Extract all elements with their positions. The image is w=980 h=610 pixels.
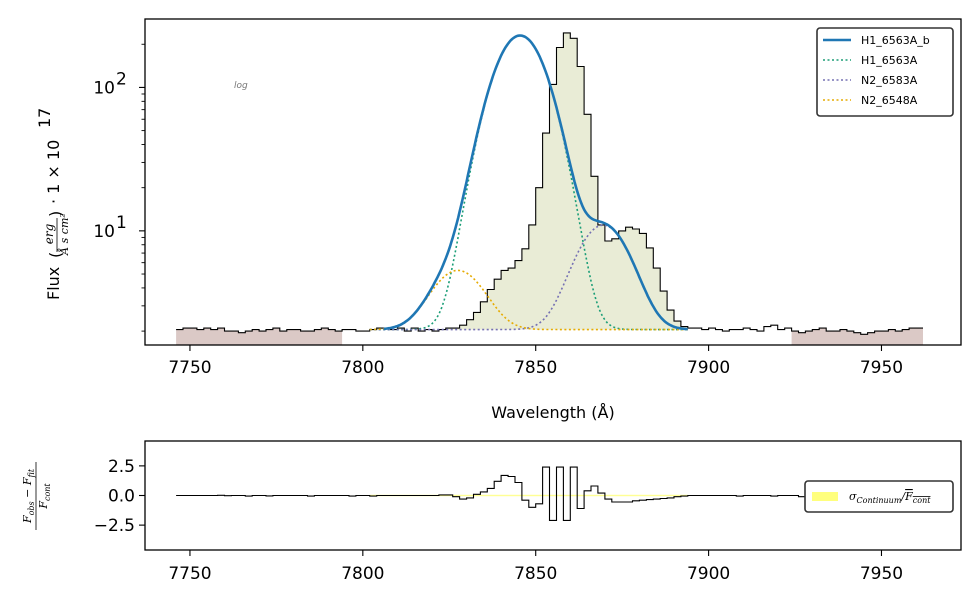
flux-legend: H1_6563A_b H1_6563A N2_6583A N2_6548A — [816, 27, 954, 117]
residual-steps — [176, 466, 923, 521]
flux-legend-entries: H1_6563A_b H1_6563A N2_6583A N2_6548A — [823, 34, 930, 107]
sigma-band — [369, 494, 688, 497]
y-axis-label-paren-close: ) — [46, 211, 65, 217]
residual-xtick-label-3: 7900 — [687, 564, 730, 584]
flux-ytick-exponent-0: 1 — [116, 213, 127, 233]
flux-xtick-label-1: 7800 — [341, 358, 384, 378]
flux-ytick-exponent-1: 2 — [116, 69, 127, 89]
line-fill-area — [369, 32, 688, 330]
legend-label-N2_6583A: N2_6583A — [861, 74, 918, 87]
legend-label-H1_6563A_b: H1_6563A_b — [861, 34, 930, 47]
residual-ytick-label-0: 2.5 — [108, 457, 135, 477]
residual-y-label-den: Fcont — [37, 483, 52, 510]
flux-xtick-label-4: 7950 — [860, 358, 903, 378]
continuum-band-0 — [176, 328, 343, 345]
residual-y-axis-label: Fobs − Ffit Fcont — [21, 462, 52, 530]
log-annotation: log — [234, 81, 248, 91]
legend-label-H1_6563A: H1_6563A — [861, 54, 918, 67]
y-axis-label-prefix: Flux — [44, 267, 63, 300]
observed-flux-steps — [176, 32, 923, 335]
line-fill — [369, 32, 688, 330]
residual-ytick-label-2: −2.5 — [94, 516, 135, 536]
residual-x-ticks: 7750 7800 7850 7900 7950 — [168, 550, 903, 584]
x-axis-label: Wavelength (Å) — [491, 403, 614, 422]
residual-marks — [176, 466, 923, 521]
residual-legend-swatch — [812, 492, 838, 501]
y-axis-label-paren-open: ( — [46, 252, 65, 258]
flux-xtick-label-0: 7750 — [168, 358, 211, 378]
flux-ytick-label-1: 10 — [93, 78, 115, 98]
residual-xtick-label-1: 7800 — [341, 564, 384, 584]
flux-xtick-label-2: 7850 — [514, 358, 557, 378]
residual-panel: 7750 7800 7850 7900 7950 2.5 0.0 −2.5 Fobs − F… — [21, 440, 962, 584]
flux-legend-frame — [816, 27, 954, 117]
flux-ytick-label-0: 10 — [93, 222, 115, 242]
continuum-band-1 — [791, 328, 923, 345]
residual-xtick-label-4: 7950 — [860, 564, 903, 584]
residual-y-label-num: Fobs − Ffit — [21, 468, 36, 524]
y-axis-label-unit-num: erg — [42, 223, 56, 244]
residual-legend: σContinuum/Fcont — [804, 480, 954, 513]
component-N2_6548A — [369, 269, 688, 331]
y-axis-label-scale-exp: 17 — [35, 108, 54, 128]
residual-xtick-label-0: 7750 — [168, 564, 211, 584]
y-axis-label: Flux ( erg Å s cm² ) · 1 × 10 17 — [35, 108, 71, 300]
flux-xtick-label-3: 7900 — [687, 358, 730, 378]
residual-legend-frame — [804, 480, 954, 513]
residual-y-ticks: 2.5 0.0 −2.5 — [94, 457, 145, 536]
residual-ytick-label-1: 0.0 — [108, 487, 135, 507]
y-axis-label-scale: · 1 × 10 — [44, 140, 63, 204]
flux-frame — [144, 18, 962, 346]
y-axis-label-unit-den: Å s cm² — [57, 213, 71, 257]
legend-label-N2_6548A: N2_6548A — [861, 94, 918, 107]
total-fit-H1_6563A_b — [383, 34, 688, 331]
flux-marks — [176, 32, 923, 335]
residual-sigma-band — [369, 494, 688, 497]
flux-x-ticks: 7750 7800 7850 7900 7950 — [168, 345, 903, 378]
residual-xtick-label-2: 7850 — [514, 564, 557, 584]
continuum-bands — [176, 328, 923, 345]
